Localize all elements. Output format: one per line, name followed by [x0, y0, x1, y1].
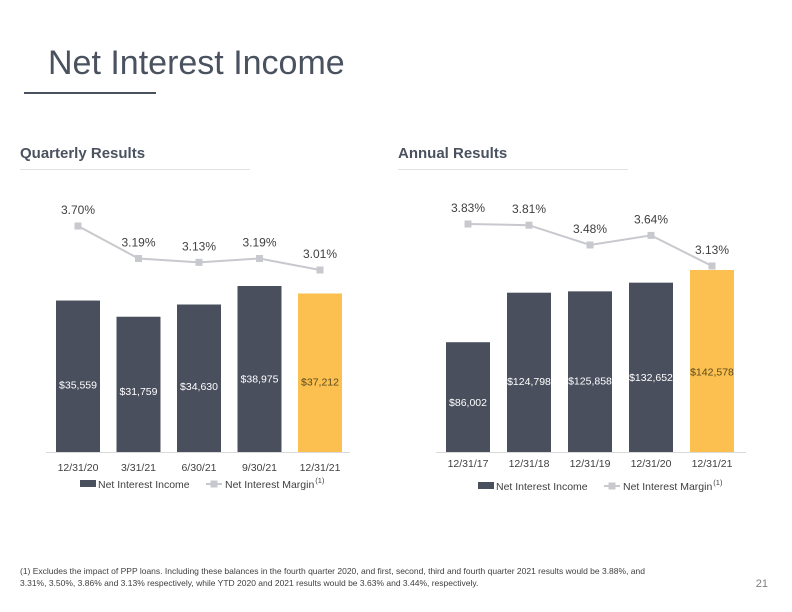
bar-value-label-3: $38,975: [241, 373, 279, 385]
legend-swatch-marker: [210, 480, 218, 488]
bar-3: [629, 282, 673, 452]
bar-1: [116, 316, 161, 452]
category-label-0: 12/31/17: [448, 458, 489, 470]
bar-2: [568, 291, 612, 452]
margin-marker-4: [316, 266, 324, 274]
legend-swatch-marker: [608, 482, 616, 490]
legend-footnote-marker: (1): [315, 476, 325, 485]
annual-section-title: Annual Results: [398, 145, 508, 162]
bar-value-label-2: $34,630: [180, 381, 218, 393]
margin-marker-4: [708, 262, 716, 270]
category-label-3: 12/31/20: [631, 458, 672, 470]
legend-footnote-marker: (1): [713, 478, 723, 487]
category-label-0: 12/31/20: [58, 462, 99, 474]
bar-value-label-0: $35,559: [59, 379, 97, 391]
bar-value-label-3: $132,652: [629, 372, 673, 384]
annual-section-rule: [398, 169, 628, 170]
bar-value-label-0: $86,002: [449, 397, 487, 409]
bar-4: [690, 270, 734, 452]
bar-3: [237, 286, 282, 452]
margin-label-1: 3.81%: [512, 202, 546, 216]
legend-label-bar: Net Interest Income: [496, 481, 588, 493]
margin-label-1: 3.19%: [121, 236, 155, 250]
quarterly-chart: $35,559 $31,759 $34,630 $38,975 $37,212 12/31…: [46, 203, 350, 491]
annual-chart: $86,002 $124,798 $125,858 $132,652 $142,578 1…: [436, 201, 746, 493]
legend-label-line: Net Interest Margin: [623, 481, 712, 493]
margin-marker-0: [464, 220, 472, 228]
bar-value-label-1: $124,798: [507, 376, 551, 388]
category-label-4: 12/31/21: [692, 458, 733, 470]
margin-marker-0: [74, 222, 82, 230]
category-label-3: 9/30/21: [242, 462, 277, 474]
legend-label-bar: Net Interest Income: [98, 479, 190, 491]
page-number: 21: [755, 578, 768, 590]
category-label-1: 3/31/21: [121, 462, 156, 474]
margin-label-2: 3.48%: [573, 222, 607, 236]
page-title: Net Interest Income: [48, 44, 345, 82]
margin-label-3: 3.64%: [634, 212, 668, 226]
title-underline: [24, 92, 156, 94]
bar-value-label-4: $142,578: [690, 367, 734, 379]
legend-label-line: Net Interest Margin: [225, 479, 314, 491]
legend-swatch-bar: [478, 482, 494, 489]
margin-marker-3: [256, 255, 263, 263]
margin-marker-1: [135, 255, 142, 263]
bar-4: [298, 293, 342, 452]
category-label-2: 12/31/19: [570, 458, 611, 470]
margin-label-4: 3.13%: [695, 243, 729, 257]
bar-value-label-4: $37,212: [301, 376, 339, 388]
quarterly-section-rule: [20, 169, 250, 170]
margin-label-0: 3.70%: [61, 203, 95, 217]
legend-swatch-bar: [80, 480, 96, 487]
margin-label-0: 3.83%: [451, 201, 485, 215]
footnote: (1) Excludes the impact of PPP loans. In…: [20, 566, 645, 588]
bar-value-label-1: $31,759: [120, 386, 158, 398]
bar-0: [56, 300, 100, 452]
bar-2: [177, 304, 221, 452]
margin-label-2: 3.13%: [182, 239, 216, 253]
margin-label-3: 3.19%: [242, 236, 276, 250]
margin-label-4: 3.01%: [303, 247, 337, 261]
category-label-2: 6/30/21: [181, 462, 216, 474]
bar-value-label-2: $125,858: [568, 376, 612, 388]
category-label-1: 12/31/18: [509, 458, 550, 470]
margin-marker-1: [525, 221, 533, 229]
margin-marker-2: [195, 258, 203, 266]
bar-0: [446, 342, 490, 452]
quarterly-section-title: Quarterly Results: [20, 145, 146, 162]
margin-marker-3: [647, 231, 655, 239]
category-label-4: 12/31/21: [300, 462, 341, 474]
bar-1: [507, 292, 551, 452]
margin-marker-2: [586, 241, 594, 249]
